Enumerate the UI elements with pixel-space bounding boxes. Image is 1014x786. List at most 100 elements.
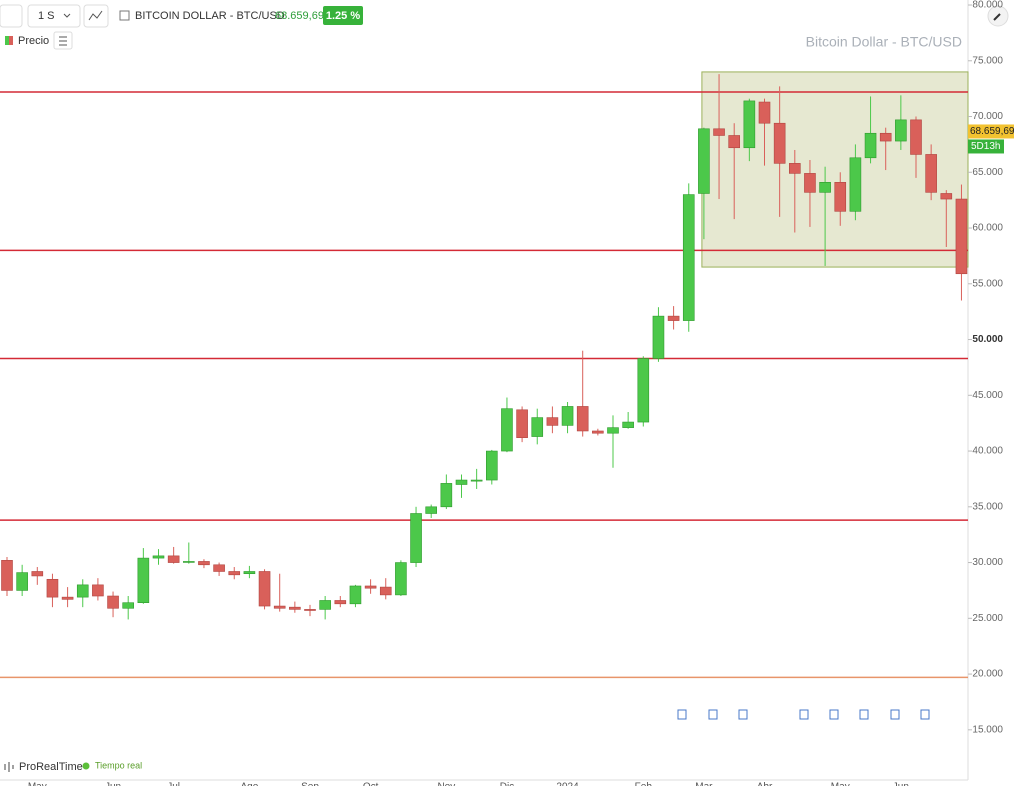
candle-body <box>304 609 316 611</box>
candle-body <box>955 198 968 275</box>
candle-body <box>273 605 286 609</box>
y-tick-label: 60.000 <box>972 223 1003 234</box>
candle-body <box>682 194 695 321</box>
candle-body <box>379 586 392 596</box>
price-tag-label: 68.659,69 <box>970 126 1014 137</box>
y-tick-label: 50.000 <box>972 334 1003 345</box>
candle-body <box>758 101 771 124</box>
news-icons <box>677 709 930 720</box>
candle-body <box>622 421 634 428</box>
candle-body <box>183 561 195 563</box>
x-tick-label: Mar <box>695 782 713 786</box>
change: 1.25 % <box>326 10 360 22</box>
menu-button[interactable] <box>0 4 23 28</box>
candle-body <box>410 513 422 563</box>
icon <box>88 10 103 21</box>
candle-body <box>516 409 528 438</box>
y-tick-label: 35.000 <box>972 501 1003 512</box>
icon <box>4 762 14 772</box>
y-tick-label: 20.000 <box>972 669 1003 680</box>
x-tick-label: Sep <box>301 782 319 786</box>
x-tick-label: May <box>28 782 47 786</box>
candle-body <box>652 315 665 359</box>
x-tick-label: Jun <box>893 782 909 786</box>
y-tick-label: 40.000 <box>972 446 1003 457</box>
candle-body <box>258 571 271 607</box>
candle-body <box>910 119 922 155</box>
candle-body <box>440 483 453 508</box>
candle-body <box>16 572 28 591</box>
candle-body <box>819 182 831 193</box>
candle-body <box>228 571 241 576</box>
candle-body <box>561 406 574 426</box>
x-tick-label: Feb <box>635 782 653 786</box>
candle-body <box>61 596 74 600</box>
candle-body <box>940 193 953 200</box>
chevron <box>63 13 71 18</box>
candle-body <box>849 157 862 212</box>
candle-body <box>895 119 907 142</box>
candle-body <box>925 154 937 193</box>
candle-body <box>31 571 44 577</box>
candle-body <box>107 595 119 609</box>
x-tick-label: May <box>831 782 850 786</box>
countdown-tag <box>968 139 1004 154</box>
countdown: 5D13h <box>971 141 1000 152</box>
timeframe: 1 S <box>38 10 55 22</box>
candle-body <box>576 406 589 432</box>
candle-body <box>698 128 710 194</box>
timeframe-select[interactable] <box>27 4 81 28</box>
candle-body <box>485 450 498 481</box>
candle-body <box>531 417 544 437</box>
legend-swatch <box>9 36 13 45</box>
y-tick-label: 25.000 <box>972 613 1003 624</box>
candle-body <box>773 122 786 164</box>
y-tick-label: 15.000 <box>972 724 1003 735</box>
status-dot <box>82 762 90 770</box>
candle-body <box>637 358 650 423</box>
candle-body <box>167 555 180 563</box>
legend-label: Precio <box>18 35 49 47</box>
x-tick-label: Jul <box>167 782 180 786</box>
y-tick-label: 30.000 <box>972 557 1003 568</box>
y-tick-label: 45.000 <box>972 390 1003 401</box>
status: Tiempo real <box>95 760 142 770</box>
candle-body <box>592 430 604 434</box>
candle-body <box>76 584 89 598</box>
candle-body <box>364 585 377 589</box>
y-tick-label: 75.000 <box>972 55 1003 66</box>
chart-type-button[interactable] <box>83 4 109 28</box>
candle-body <box>46 578 59 598</box>
icon <box>59 36 67 46</box>
candle-body <box>804 173 816 193</box>
legend-swatch <box>5 36 9 45</box>
candle-body <box>349 585 362 605</box>
candle-body <box>743 100 756 149</box>
candle-body <box>122 602 134 609</box>
y-tick-label: 80.000 <box>972 0 1003 11</box>
candle-body <box>713 128 725 136</box>
candle-body <box>213 564 225 572</box>
candle-body <box>546 417 559 426</box>
candle-body <box>667 315 680 321</box>
price-tag <box>968 124 1014 139</box>
candle-body <box>395 562 407 596</box>
price: 68.659,69 <box>275 10 324 22</box>
instrument: BITCOIN DOLLAR - BTC/USD <box>135 10 285 22</box>
candle-body <box>334 600 347 605</box>
chart-title: Bitcoin Dollar - BTC/USD <box>806 34 962 50</box>
x-tick-label: Abr <box>757 782 773 786</box>
candle-body <box>137 557 150 604</box>
plot <box>0 71 969 679</box>
x-tick-label: 2024 <box>556 782 579 786</box>
candle-body <box>607 427 619 434</box>
candle-body <box>864 132 877 159</box>
y-tick-label: 65.000 <box>972 167 1003 178</box>
candle-body <box>728 135 741 149</box>
x-tick-label: Jun <box>105 782 121 786</box>
candle-body <box>152 555 165 559</box>
candle-body <box>834 182 847 212</box>
candle-body <box>879 132 892 142</box>
